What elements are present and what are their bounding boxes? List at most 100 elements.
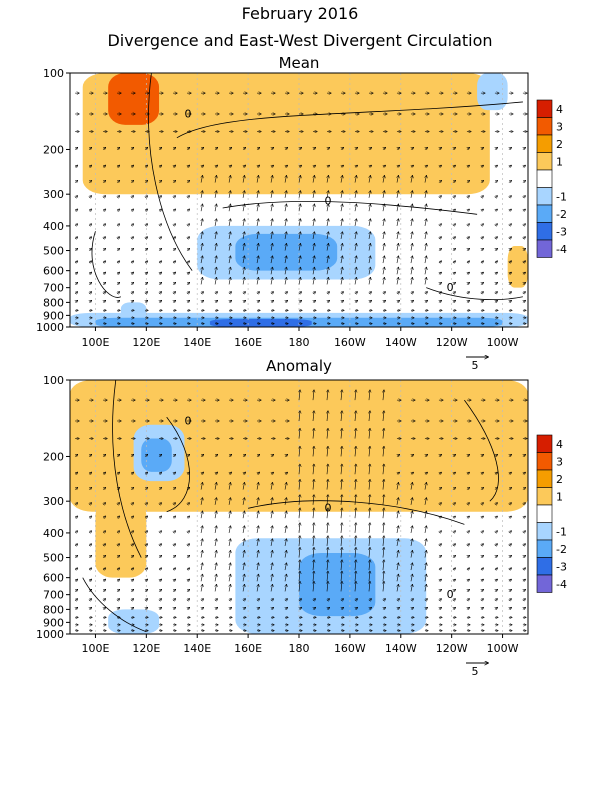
vector-arrow [257,165,260,167]
vector-arrow [411,277,413,285]
vector-arrow [425,256,427,264]
vector-arrow [411,599,414,601]
vector-arrow [159,568,162,570]
vector-arrow [495,516,498,518]
vector-arrow [341,292,344,294]
vector-arrow [369,277,371,285]
vector-arrow [75,531,78,533]
vector-arrow [285,191,287,198]
vector-arrow [159,607,162,609]
vector-arrow [425,563,427,571]
vector-arrow [243,191,245,198]
vector-arrow [145,196,148,198]
vector-arrow [131,544,134,546]
vector-arrow [327,495,328,505]
vector-arrow [481,556,484,558]
vector-arrow [439,282,442,284]
vector-arrow [341,560,342,571]
vector-arrow [103,531,106,533]
vector-arrow [75,472,78,474]
x-tick-label: 180 [289,336,310,349]
vector-arrow [201,454,204,456]
vector-arrow [173,292,176,294]
vector-arrow [397,607,400,609]
y-tick-label: 200 [43,143,64,156]
vector-arrow [117,237,120,239]
vector-arrow [411,191,413,198]
vector-arrow [285,300,288,302]
y-tick-label: 600 [43,265,64,278]
vector-arrow [75,579,78,581]
vector-arrow [425,176,427,183]
vector-arrow [75,607,78,609]
vector-arrow [173,209,176,211]
vector-arrow [103,249,106,251]
y-tick-label: 400 [43,527,64,540]
vector-arrow [201,277,203,285]
vector-arrow [425,607,428,609]
vector-arrow [341,446,342,457]
vector-arrow [159,300,162,302]
vector-arrow [453,209,456,211]
vector-arrow [229,300,232,302]
vector-arrow [159,472,162,474]
vector-arrow [145,607,148,609]
zero-contour [464,399,499,502]
vector-arrow [383,244,385,251]
vector-arrow [341,571,342,582]
vector-arrow [117,272,120,274]
vector-arrow [89,300,92,302]
vector-arrow [383,548,384,558]
y-tick-label: 100 [43,374,64,387]
vector-arrow [355,390,356,401]
vector-arrow [285,472,288,474]
vector-arrow [257,539,259,546]
vector-arrow [159,165,162,167]
vector-arrow [313,495,314,505]
vector-arrow [481,272,484,274]
vector-arrow [229,244,231,251]
vector-arrow [75,516,78,518]
vector-arrow [509,181,512,183]
shaded-region-4 [95,501,147,578]
vector-arrow [299,256,301,264]
vector-arrow [117,261,120,263]
vector-arrow [341,508,342,519]
vector-arrow [383,165,386,167]
vector-arrow [257,498,259,505]
vector-arrow [145,599,148,601]
figure-subtitle: Divergence and East-West Divergent Circu… [107,31,492,50]
vector-arrow [495,454,498,456]
vector-arrow [159,531,162,533]
x-tick-label: 180 [289,642,310,655]
vector-arrow [187,249,190,251]
vector-arrow [495,224,498,226]
vector-arrow [481,196,484,198]
vector-arrow [355,480,356,490]
colorbar-swatch [536,469,553,488]
vector-arrow [299,607,302,609]
vector-arrow [327,176,329,183]
vector-arrow [383,147,386,149]
vector-arrow [173,488,176,490]
y-tick-label: 100 [43,67,64,80]
vector-arrow [509,261,512,263]
vector-arrow [173,272,176,274]
colorbar-swatch [536,574,553,593]
panel-title: Mean [279,54,320,72]
vector-arrow [327,581,328,592]
vector-arrow [173,568,176,570]
vector-arrow [397,256,399,264]
zero-contour [166,416,190,513]
vector-arrow [341,147,344,149]
vector-arrow [159,282,162,284]
vector-arrow [229,584,231,592]
vector-arrow [103,181,106,183]
vector-arrow [243,511,245,519]
vector-arrow [103,196,106,198]
vector-arrow [369,232,371,239]
vector-arrow [145,282,148,284]
vector-arrow [103,261,106,263]
vector-arrow [341,464,342,475]
vector-arrow [411,204,413,212]
